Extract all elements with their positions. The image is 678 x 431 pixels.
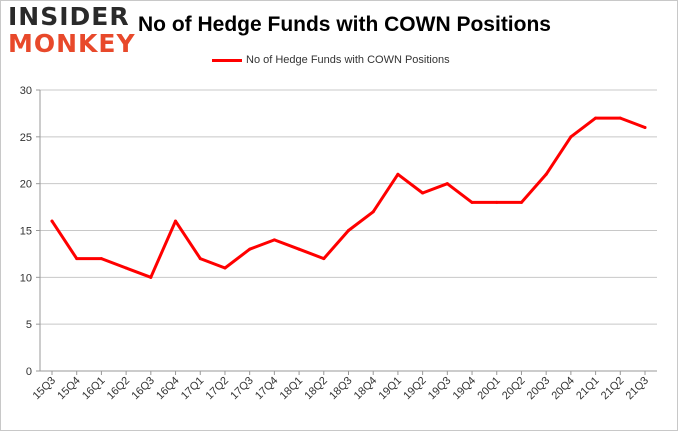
x-axis-tick-label: 20Q4	[549, 375, 577, 403]
data-point	[618, 116, 622, 120]
data-point	[519, 200, 523, 204]
x-axis-tick-label: 17Q4	[253, 375, 281, 403]
insider-monkey-logo: INSIDER MONKEY	[8, 4, 136, 56]
data-point	[322, 257, 326, 261]
logo-text-monkey: MONKEY	[8, 29, 136, 58]
x-axis-tick-label: 20Q2	[500, 375, 528, 403]
data-point	[396, 172, 400, 176]
y-axis-tick-label: 10	[20, 272, 32, 284]
grid-lines	[40, 89, 657, 325]
x-axis-tick-label: 15Q4	[55, 375, 83, 403]
x-axis-tick-label: 17Q2	[204, 375, 232, 403]
x-axis-tick-label: 18Q2	[302, 375, 330, 403]
x-axis-tick-label: 16Q1	[80, 375, 108, 403]
data-point	[421, 191, 425, 195]
y-axis-tick-label: 30	[20, 85, 32, 97]
data-point	[272, 238, 276, 242]
x-axis-tick-label: 18Q3	[327, 375, 355, 403]
data-point	[174, 219, 178, 223]
x-axis-tick-label: 19Q3	[426, 375, 454, 403]
data-point	[544, 172, 548, 176]
x-axis-tick-label: 18Q4	[352, 375, 380, 403]
x-axis-tick-label: 19Q2	[401, 375, 429, 403]
y-axis-tick-labels: 0 5 10 15 20 25 30	[20, 85, 32, 378]
x-axis-tick-label: 16Q3	[129, 375, 157, 403]
data-point	[470, 200, 474, 204]
x-axis-tick-label: 16Q2	[105, 375, 133, 403]
data-point	[569, 135, 573, 139]
data-point	[495, 200, 499, 204]
data-point	[594, 116, 598, 120]
data-point	[371, 210, 375, 214]
x-axis-tick-labels: 15Q315Q416Q116Q216Q316Q417Q117Q217Q317Q4…	[31, 375, 652, 403]
y-axis-tick-label: 15	[20, 226, 32, 238]
data-point	[75, 257, 79, 261]
x-axis-tick-label: 15Q3	[31, 375, 59, 403]
logo-text-insider: INSIDER	[8, 2, 130, 31]
x-axis-tick-label: 21Q1	[574, 375, 602, 403]
series-line	[50, 116, 647, 279]
chart-legend: No of Hedge Funds with COWN Positions	[212, 54, 450, 66]
x-axis-tick-label: 20Q1	[475, 375, 503, 403]
data-point	[643, 125, 647, 129]
data-point	[445, 182, 449, 186]
series	[50, 116, 647, 279]
data-point	[99, 257, 103, 261]
data-point	[149, 275, 153, 279]
y-axis-tick-label: 5	[26, 319, 32, 331]
data-point	[223, 266, 227, 270]
data-point	[124, 266, 128, 270]
chart-title: No of Hedge Funds with COWN Positions	[138, 13, 551, 36]
x-axis-tick-label: 16Q4	[154, 375, 182, 403]
data-point	[198, 257, 202, 261]
data-point	[50, 219, 54, 223]
data-point	[248, 247, 252, 251]
y-axis-tick-label: 20	[20, 179, 32, 191]
x-axis-tick-label: 18Q1	[278, 375, 306, 403]
data-point	[297, 247, 301, 251]
y-axis-tick-label: 0	[26, 366, 32, 378]
x-axis-tick-label: 17Q3	[228, 375, 256, 403]
x-axis-tick-label: 21Q3	[624, 375, 652, 403]
x-axis-tick-label: 20Q3	[525, 375, 553, 403]
x-axis-tick-label: 17Q1	[179, 375, 207, 403]
data-point	[347, 229, 350, 232]
x-axis-tick-label: 21Q2	[599, 375, 627, 403]
y-axis-tick-label: 25	[20, 132, 32, 144]
legend-swatch	[212, 58, 242, 62]
x-axis-tick-label: 19Q1	[377, 375, 405, 403]
x-axis-tick-label: 19Q4	[451, 375, 479, 403]
axes	[36, 89, 657, 375]
legend-label: No of Hedge Funds with COWN Positions	[246, 54, 450, 66]
